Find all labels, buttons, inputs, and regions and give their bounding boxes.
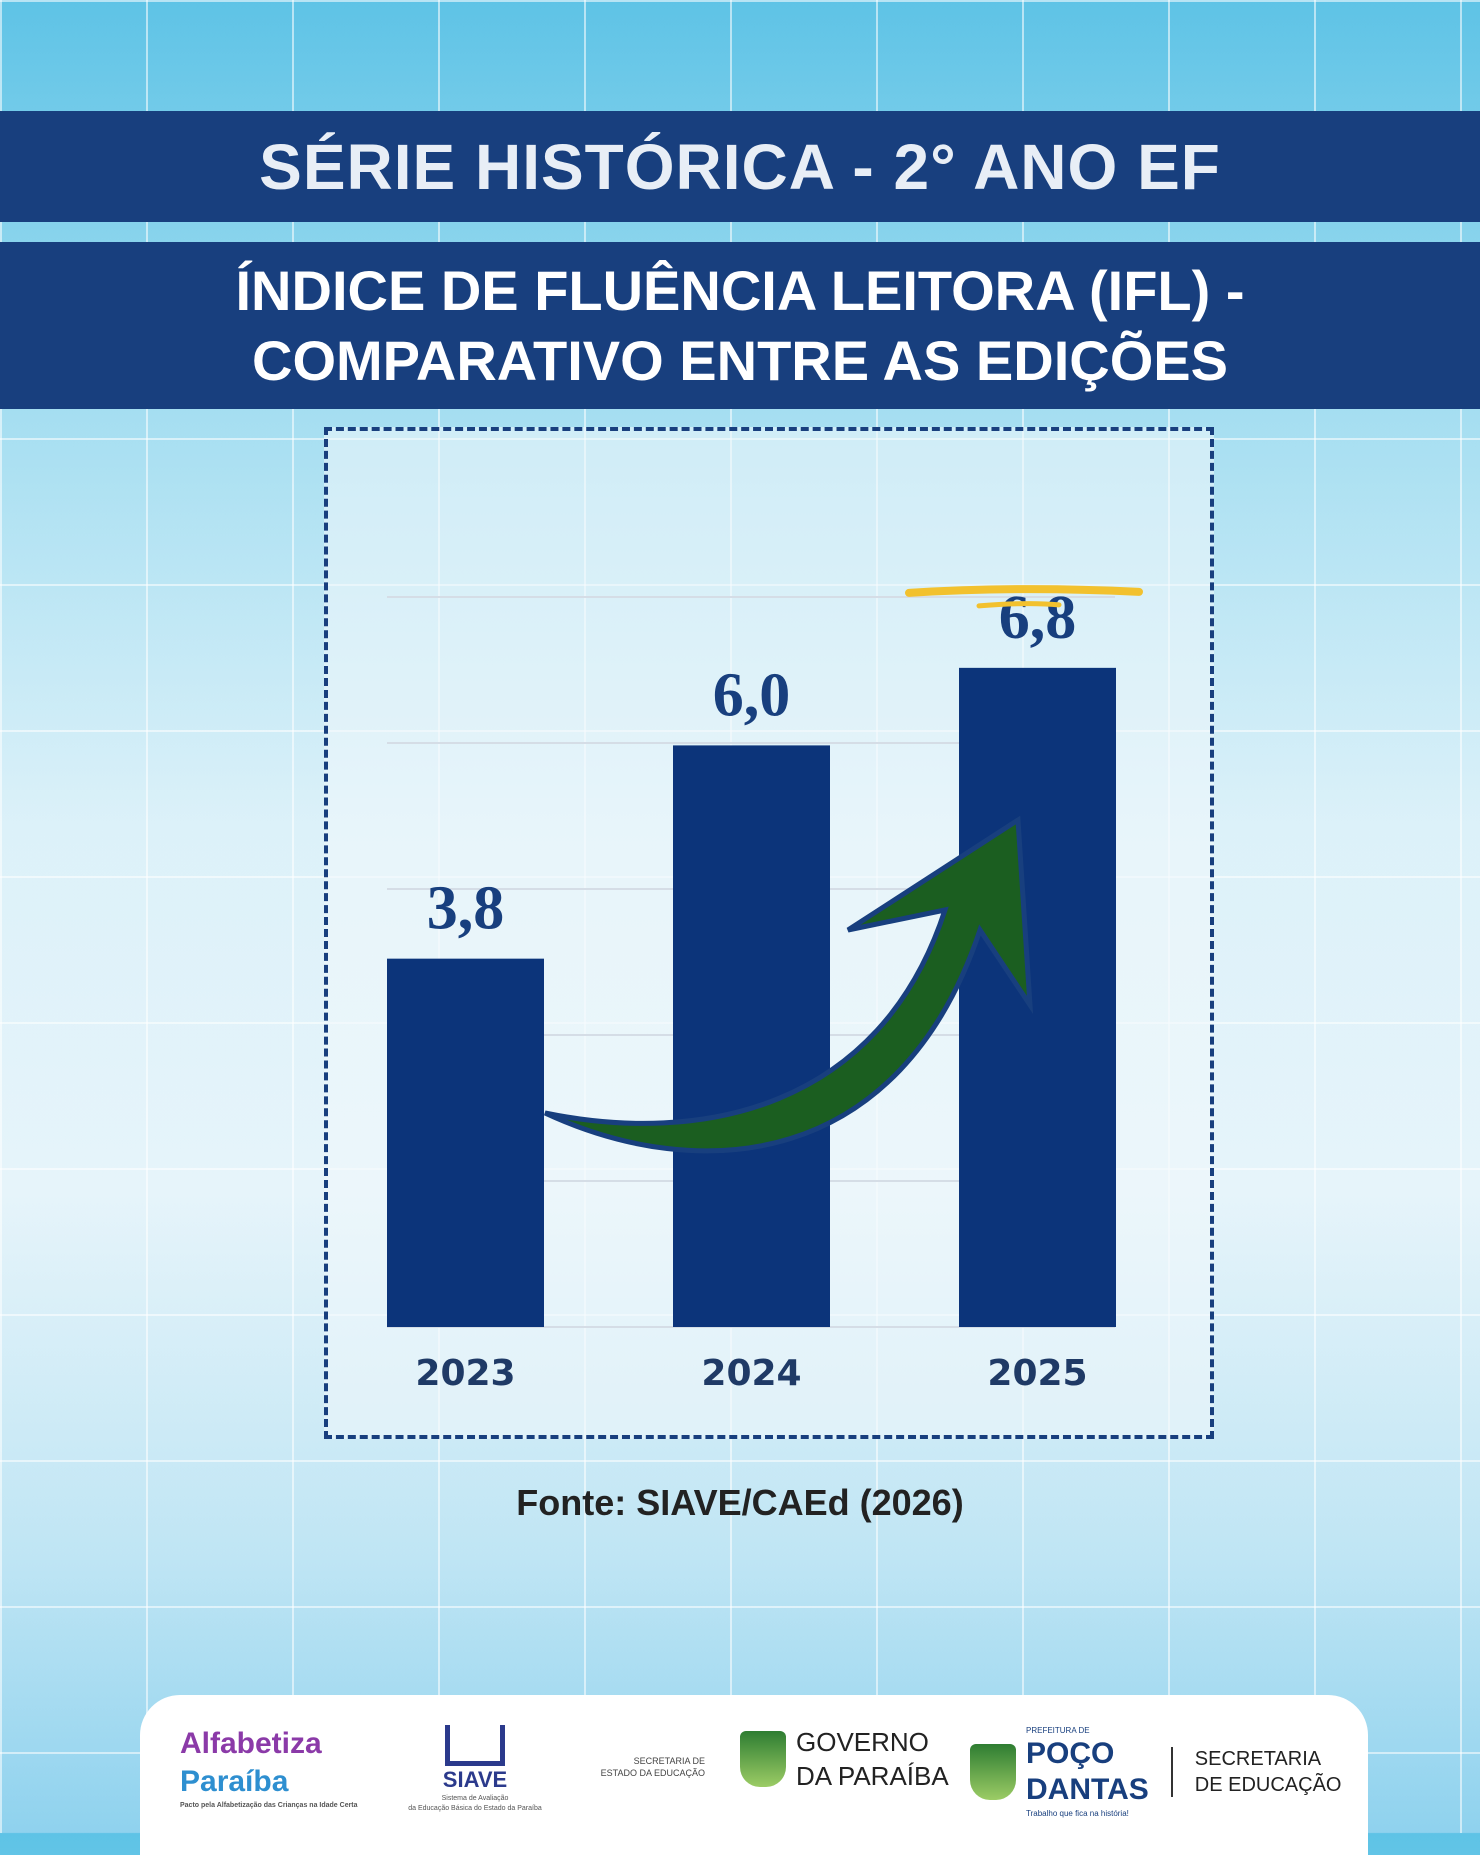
bar-2025 bbox=[959, 667, 1116, 1327]
footer-logos: Alfabetiza Paraíba Pacto pela Alfabetiza… bbox=[140, 1695, 1368, 1855]
year-label: 2025 bbox=[987, 1353, 1087, 1394]
logo-text: SIAVE bbox=[442, 1767, 508, 1792]
value-label: 6,0 bbox=[713, 661, 791, 729]
subtitle-line-2: COMPARATIVO ENTRE AS EDIÇÕES bbox=[252, 328, 1228, 392]
source-note: Fonte: SIAVE/CAEd (2026) bbox=[516, 1482, 964, 1523]
title-banner: SÉRIE HISTÓRICA - 2° ANO EF bbox=[0, 111, 1480, 222]
highlight-underline bbox=[976, 601, 1062, 609]
subtitle-line-1: ÍNDICE DE FLUÊNCIA LEITORA (IFL) - bbox=[235, 258, 1245, 322]
logo-text: DANTAS bbox=[1026, 1773, 1149, 1806]
governo-paraiba-logo: GOVERNO DA PARAÍBA bbox=[740, 1725, 949, 1793]
crest-icon bbox=[970, 1744, 1016, 1800]
logo-tagline: Sistema de Avaliação bbox=[441, 1795, 509, 1802]
siave-logo: SIAVE Sistema de Avaliação da Educação B… bbox=[390, 1725, 560, 1814]
logo-text: DA PARAÍBA bbox=[796, 1761, 949, 1791]
highlight-underline bbox=[905, 585, 1143, 597]
logo-text: SECRETARIA bbox=[1194, 1748, 1322, 1770]
logo-text: DE EDUCAÇÃO bbox=[1194, 1774, 1342, 1796]
year-label: 2024 bbox=[701, 1353, 801, 1394]
logo-tagline: Trabalho que fica na história! bbox=[1026, 1809, 1129, 1818]
value-label: 6,8 bbox=[999, 584, 1077, 652]
subtitle-banner: ÍNDICE DE FLUÊNCIA LEITORA (IFL) - COMPA… bbox=[0, 242, 1480, 409]
value-label: 3,8 bbox=[427, 875, 505, 943]
crest-icon bbox=[740, 1731, 786, 1787]
logo-tagline: da Educação Básica do Estado da Paraíba bbox=[408, 1805, 542, 1812]
logo-text: PREFEITURA DE bbox=[1026, 1726, 1090, 1735]
logo-text: GOVERNO bbox=[796, 1727, 929, 1757]
logo-text: Paraíba bbox=[180, 1765, 289, 1798]
page-title: SÉRIE HISTÓRICA - 2° ANO EF bbox=[259, 130, 1221, 203]
year-label: 2023 bbox=[415, 1353, 515, 1394]
bar-2023 bbox=[387, 958, 544, 1327]
alfabetiza-paraiba-logo: Alfabetiza Paraíba Pacto pela Alfabetiza… bbox=[180, 1725, 358, 1811]
logo-tagline: Pacto pela Alfabetização das Crianças na… bbox=[180, 1802, 358, 1809]
trend-arrow-icon bbox=[543, 815, 1034, 1154]
poco-dantas-logo: PREFEITURA DE POÇO DANTAS Trabalho que f… bbox=[970, 1725, 1341, 1819]
book-icon bbox=[445, 1725, 505, 1766]
divider bbox=[1170, 1747, 1173, 1797]
bar-2024 bbox=[673, 745, 830, 1327]
secretaria-estado-label: SECRETARIA DE ESTADO DA EDUCAÇÃO bbox=[600, 1756, 705, 1778]
logo-text: Alfabetiza bbox=[180, 1727, 322, 1760]
logo-text: POÇO bbox=[1026, 1737, 1115, 1770]
